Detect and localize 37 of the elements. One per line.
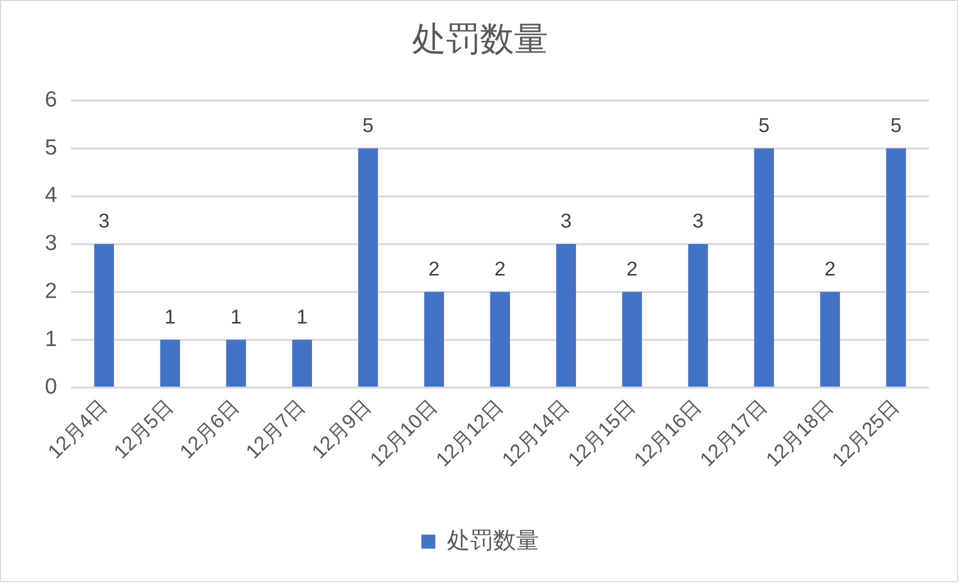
bar bbox=[358, 148, 378, 387]
data-label: 2 bbox=[428, 258, 440, 280]
y-tick-label: 3 bbox=[44, 230, 58, 256]
y-tick-label: 5 bbox=[44, 134, 58, 160]
bar bbox=[688, 244, 708, 387]
data-label: 1 bbox=[164, 306, 176, 328]
data-label: 1 bbox=[296, 306, 308, 328]
chart-title: 处罚数量 bbox=[412, 20, 548, 59]
data-label: 5 bbox=[758, 114, 770, 137]
y-tick-label: 1 bbox=[44, 326, 58, 351]
data-label: 5 bbox=[890, 114, 902, 137]
y-tick-label: 6 bbox=[44, 86, 58, 112]
bar bbox=[886, 148, 906, 387]
data-label: 2 bbox=[824, 258, 836, 280]
x-tick-label: 12月6日 bbox=[176, 396, 244, 464]
x-tick-label: 12月5日 bbox=[110, 396, 178, 464]
data-label: 3 bbox=[98, 210, 110, 233]
bar bbox=[490, 292, 510, 387]
data-label: 2 bbox=[494, 258, 506, 280]
y-tick-label: 2 bbox=[44, 278, 58, 303]
bar bbox=[622, 292, 642, 387]
bar bbox=[424, 292, 444, 387]
y-tick-label: 4 bbox=[44, 182, 58, 208]
legend-label: 处罚数量 bbox=[446, 526, 539, 553]
bar bbox=[754, 148, 774, 387]
data-label: 3 bbox=[560, 210, 572, 233]
data-label: 1 bbox=[230, 306, 242, 328]
data-label: 5 bbox=[362, 114, 374, 137]
bar bbox=[292, 340, 312, 387]
bar bbox=[94, 244, 114, 387]
bar bbox=[556, 244, 576, 387]
data-label: 2 bbox=[626, 258, 638, 280]
bar bbox=[820, 292, 840, 387]
x-tick-label: 12月7日 bbox=[242, 396, 310, 464]
bar bbox=[160, 340, 180, 387]
data-label: 3 bbox=[692, 210, 704, 233]
bar bbox=[226, 340, 246, 387]
